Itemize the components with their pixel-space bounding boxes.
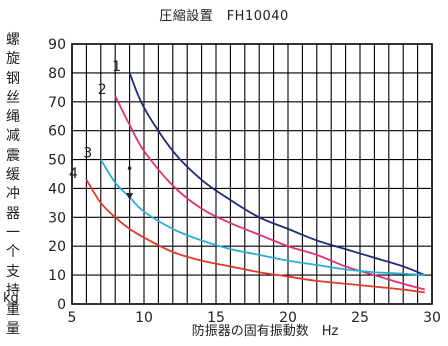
series-line-2 [114,95,426,291]
arrow-head [126,193,134,200]
x-tick-label: 30 [423,310,441,326]
x-tick-label: 10 [135,310,153,326]
y-tick-label: 70 [48,95,66,111]
series-line-3 [100,159,425,277]
y-tick-label: 60 [48,124,66,140]
plot-frame [71,43,433,305]
y-tick-label: 80 [48,66,66,82]
series-line-4 [85,179,425,294]
series-label-3: 3 [83,146,92,162]
series-label-1: 1 [112,59,121,75]
x-axis-label: 防振器の固有振動数 Hz [191,324,339,339]
y-tick-label: 40 [48,181,66,197]
x-tick-label: 15 [207,310,225,326]
series-label-2: 2 [98,82,107,98]
y-tick-label: 10 [48,268,66,284]
y-tick-label: 90 [48,37,66,53]
x-tick-label: 20 [279,310,297,326]
x-tick-label: 5 [68,310,77,326]
series-line-1 [128,72,426,276]
y-tick-label: 0 [57,297,66,313]
x-tick-label: 25 [351,310,369,326]
series-label-4: 4 [69,166,78,182]
y-tick-label: 50 [48,153,66,169]
y-axis-unit: kg [3,291,19,306]
y-tick-label: 20 [48,239,66,255]
y-tick-label: 30 [48,210,66,226]
chart-title: 圧縮設置 FH10040 [159,9,289,24]
y-axis-label: 螺旋钢丝绳减震缓冲器一个支持重量 [6,32,20,338]
